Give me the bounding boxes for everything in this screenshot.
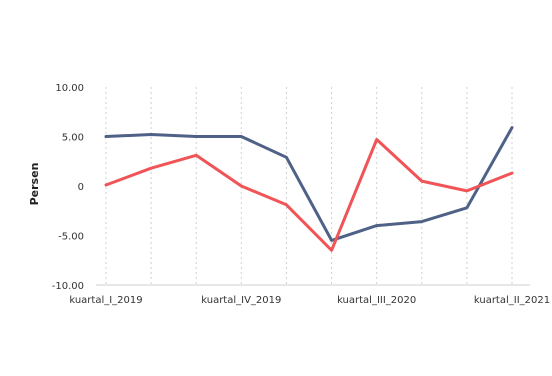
y-tick-label: -5.00 [58, 232, 84, 243]
x-tick-label: kuartal_II_2021 [474, 295, 550, 306]
y-tick-label: 10.00 [55, 83, 84, 94]
x-tick-label: kuartal_III_2020 [337, 295, 416, 306]
y-tick-label: 5.00 [62, 133, 84, 144]
y-tick-label: 0 [78, 182, 84, 193]
y-axis-label: Persen [28, 163, 41, 206]
y-tick-label: -10.00 [52, 281, 84, 292]
series-line-2 [104, 138, 514, 252]
x-tick-label: kuartal_IV_2019 [201, 295, 281, 306]
series-line-1 [104, 126, 514, 242]
x-tick-label: kuartal_I_2019 [69, 295, 142, 306]
